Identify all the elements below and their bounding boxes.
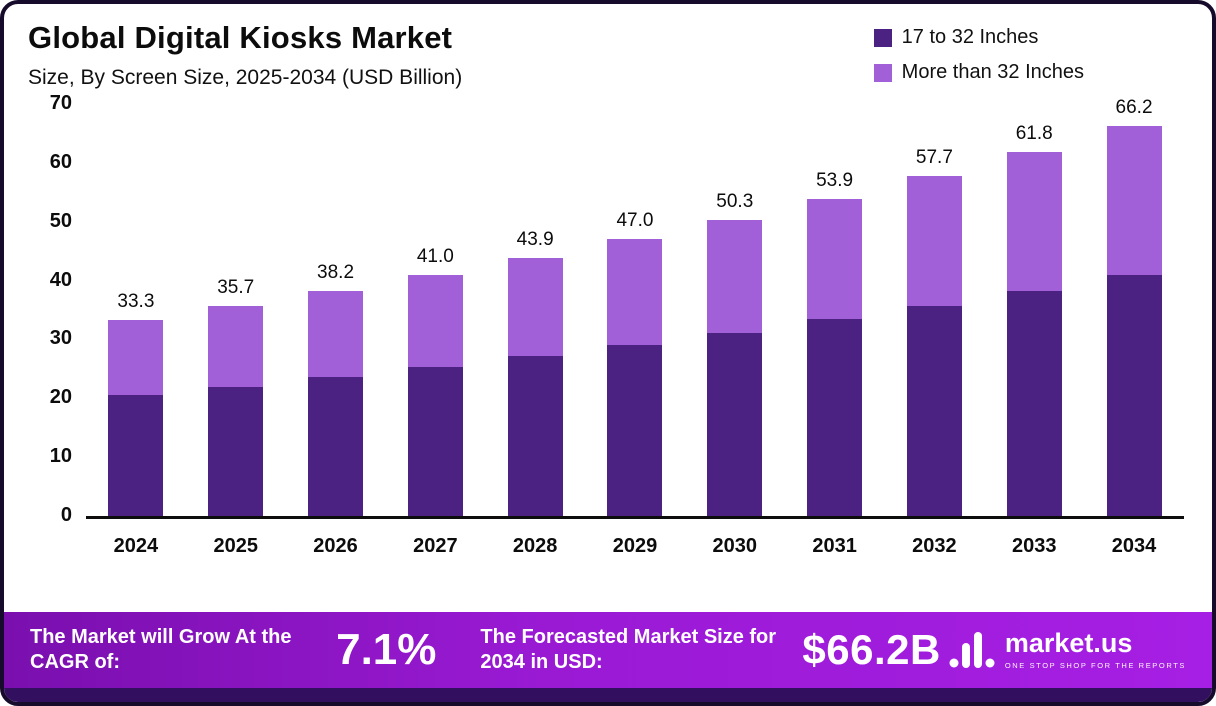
brand-name: market.us	[1004, 628, 1133, 658]
bar-total-label: 43.9	[516, 228, 554, 250]
x-axis-label: 2030	[712, 535, 758, 557]
bar-segment-more-than-32-inches	[308, 291, 364, 378]
brand-tagline: ONE STOP SHOP FOR THE REPORTS	[1004, 661, 1186, 670]
y-tick-label: 60	[49, 150, 72, 173]
legend-item-more-than-32: More than 32 Inches	[873, 61, 1084, 84]
bar-segment-more-than-32-inches	[607, 239, 663, 345]
footer-banner: The Market will Grow At the CAGR of: 7.1…	[4, 612, 1212, 688]
x-axis-label: 2031	[812, 535, 857, 557]
y-axis: 0 10 20 30 40 50 60 70	[14, 92, 86, 526]
bar-segment-17-to-32-inches	[707, 332, 763, 516]
cagr-value: 7.1%	[336, 625, 437, 674]
bar-segment-more-than-32-inches	[807, 198, 863, 320]
bar-total-label: 47.0	[616, 210, 654, 232]
whitespace	[4, 558, 1212, 612]
title-block: Global Digital Kiosks Market Size, By Sc…	[28, 20, 462, 90]
x-axis-labels: 2024 2025 2026 2027 2028 2029 2030 2031 2032 2033…	[86, 535, 1184, 558]
bar-segment-more-than-32-inches	[507, 257, 563, 356]
legend-swatch-dark	[873, 28, 892, 47]
bar-total-label: 66.2	[1115, 97, 1153, 119]
bar-segment-17-to-32-inches	[308, 377, 364, 516]
bar-segment-17-to-32-inches	[208, 386, 264, 516]
brand-logo-icon	[949, 632, 995, 668]
plot-column: 33.3 35.7 38.2 41.0 43.9 47.0 50.3 53.9 57.7 61.8…	[86, 97, 1184, 558]
cagr-label: The Market will Grow At the CAGR of:	[30, 626, 292, 673]
bar-total-label: 50.3	[716, 190, 754, 212]
y-tick-label: 40	[49, 268, 72, 291]
bar-group: 38.2	[308, 262, 364, 516]
bar-segment-17-to-32-inches	[108, 395, 164, 516]
bar-total-label: 41.0	[416, 245, 454, 267]
bar-segment-17-to-32-inches	[1006, 290, 1062, 516]
legend-item-17-to-32: 17 to 32 Inches	[873, 26, 1084, 49]
brand: market.us ONE STOP SHOP FOR THE REPORTS	[949, 630, 1186, 670]
bar-total-label: 53.9	[816, 169, 854, 191]
bar-total-label: 57.7	[915, 147, 953, 169]
bar-segment-more-than-32-inches	[407, 274, 463, 368]
y-tick-label: 50	[49, 209, 72, 232]
x-axis-label: 2034	[1111, 535, 1157, 557]
forecast-label: The Forecasted Market Size for 2034 in U…	[480, 626, 777, 673]
forecast-value: $66.2B	[802, 626, 941, 673]
bar-total-label: 38.2	[317, 262, 355, 284]
bar-segment-more-than-32-inches	[707, 219, 763, 333]
bar-segment-more-than-32-inches	[208, 305, 264, 387]
chart-header: Global Digital Kiosks Market Size, By Sc…	[4, 4, 1212, 90]
bar-group: 35.7	[208, 276, 264, 516]
x-axis-label: 2029	[612, 535, 658, 557]
bar-group: 57.7	[906, 147, 962, 516]
bar-group: 43.9	[507, 228, 563, 516]
x-axis-label: 2025	[213, 535, 258, 557]
bar-group: 66.2	[1106, 97, 1162, 516]
bar-group: 61.8	[1006, 123, 1062, 516]
bar-segment-17-to-32-inches	[607, 344, 663, 516]
bar-group: 33.3	[108, 291, 164, 516]
legend: 17 to 32 Inches More than 32 Inches	[873, 26, 1084, 84]
legend-swatch-light	[873, 63, 892, 82]
y-tick-label: 70	[49, 92, 72, 114]
bar-segment-17-to-32-inches	[807, 319, 863, 516]
y-tick-label: 20	[49, 386, 72, 409]
x-axis-label: 2033	[1011, 535, 1057, 557]
legend-label-17-to-32: 17 to 32 Inches	[901, 26, 1039, 48]
x-axis-label: 2026	[313, 535, 358, 557]
bar-group: 53.9	[807, 169, 863, 516]
bottom-strip	[4, 688, 1212, 702]
bar-segment-17-to-32-inches	[906, 305, 962, 516]
bar-segment-more-than-32-inches	[108, 320, 164, 396]
x-axis-label: 2027	[413, 535, 458, 557]
bar-segment-more-than-32-inches	[1106, 126, 1162, 275]
bar-total-label: 33.3	[117, 291, 155, 313]
bar-segment-17-to-32-inches	[1106, 274, 1162, 516]
bar-total-label: 61.8	[1015, 123, 1053, 145]
bar-total-label: 35.7	[217, 276, 255, 298]
legend-label-more-than-32: More than 32 Inches	[901, 61, 1084, 83]
bar-segment-more-than-32-inches	[1006, 152, 1062, 291]
bar-segment-17-to-32-inches	[407, 367, 463, 516]
plot-area: 33.3 35.7 38.2 41.0 43.9 47.0 50.3 53.9 57.7 61.8…	[86, 97, 1184, 519]
bar-group: 41.0	[407, 245, 463, 516]
x-axis-label: 2024	[113, 535, 159, 557]
x-axis-label: 2028	[512, 535, 558, 557]
y-tick-label: 0	[60, 504, 72, 526]
bar-segment-more-than-32-inches	[906, 176, 962, 306]
bar-group: 50.3	[707, 190, 763, 516]
chart-title: Global Digital Kiosks Market	[28, 20, 453, 55]
brand-text: market.us ONE STOP SHOP FOR THE REPORTS	[1004, 628, 1186, 671]
chart: 0 10 20 30 40 50 60 70 33.3 35.7 38.2 41.0 43.9 47.0…	[14, 92, 1184, 558]
x-axis-label: 2032	[912, 535, 957, 557]
bar-group: 47.0	[607, 210, 663, 516]
y-tick-label: 10	[49, 445, 72, 468]
chart-subtitle: Size, By Screen Size, 2025-2034 (USD Bil…	[28, 66, 463, 89]
bar-segment-17-to-32-inches	[507, 355, 563, 516]
y-tick-label: 30	[49, 327, 72, 350]
